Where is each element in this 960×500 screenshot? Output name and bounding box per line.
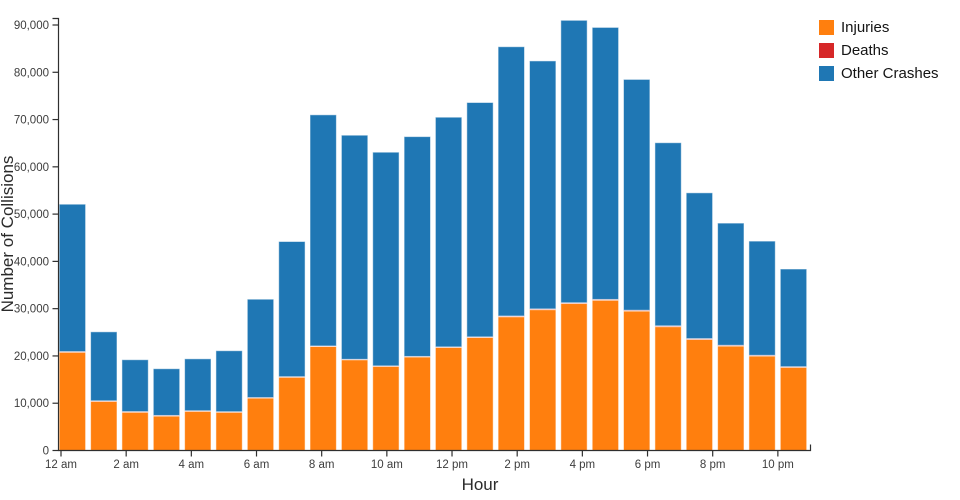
y-tick-0: 0 (43, 446, 49, 458)
x-tick-8am: 8 am (309, 459, 335, 471)
x-tick-6pm: 6 pm (635, 459, 661, 471)
y-axis-title: Number of Collisions (0, 156, 17, 313)
bar-segment-injuries-6am (246, 397, 275, 451)
bar-segment-other-crashes-12am (58, 203, 87, 353)
legend-item-other-crashes[interactable]: Other Crashes (819, 66, 939, 81)
y-tick-10,000: 10,000 (14, 398, 49, 410)
bar-segment-injuries-8am (309, 346, 337, 452)
bar-segment-other-crashes-11am (403, 136, 432, 357)
bar-segment-other-crashes-2am (121, 359, 149, 413)
bar-segment-other-crashes-4pm (560, 19, 588, 304)
x-axis-title: Hour (462, 475, 499, 494)
bar-segment-injuries-7am (278, 376, 306, 451)
bar-segment-other-crashes-8am (309, 114, 337, 347)
bar-segment-other-crashes-12pm (434, 116, 463, 348)
bar-segment-other-crashes-6am (246, 298, 275, 399)
bar-segment-injuries-5pm (591, 299, 620, 452)
bar-segment-injuries-1pm (466, 337, 494, 451)
legend-item-injuries[interactable]: Injuries (819, 20, 939, 35)
x-tick-12pm: 12 pm (436, 459, 468, 471)
x-tick-10pm: 10 pm (762, 459, 794, 471)
bar-segment-other-crashes-9pm (717, 222, 745, 346)
bar-segment-other-crashes-4am (184, 358, 212, 412)
bar-segment-other-crashes-9am (340, 134, 369, 360)
bar-segment-other-crashes-1pm (466, 102, 494, 338)
bar-segment-other-crashes-1am (90, 331, 118, 402)
legend: Injuries Deaths Other Crashes (819, 20, 939, 81)
bar-segment-injuries-4pm (560, 303, 588, 452)
legend-label-other-crashes: Other Crashes (841, 65, 939, 82)
y-tick-30,000: 30,000 (14, 304, 49, 316)
bar-segment-other-crashes-2pm (497, 46, 526, 317)
bar-segment-injuries-3pm (529, 309, 557, 451)
legend-label-injuries: Injuries (841, 19, 890, 36)
bar-segment-other-crashes-7am (278, 241, 306, 378)
bar-segment-injuries-7pm (654, 326, 682, 451)
y-tick-70,000: 70,000 (14, 115, 49, 127)
other-crashes-swatch-icon (819, 66, 834, 81)
x-tick-10am: 10 am (371, 459, 403, 471)
bar-segment-other-crashes-5am (215, 350, 243, 413)
bar-segment-injuries-3am (152, 415, 181, 452)
bar-segment-injuries-11am (403, 356, 432, 452)
bar-segment-injuries-4am (184, 410, 212, 452)
bar-segment-other-crashes-10am (372, 151, 400, 367)
bar-segment-injuries-8pm (685, 338, 714, 451)
bar-segment-other-crashes-3am (152, 368, 181, 416)
injuries-swatch-icon (819, 20, 834, 35)
bar-segment-injuries-2pm (497, 316, 526, 452)
bar-segment-injuries-10am (372, 365, 400, 451)
bar-segment-injuries-6pm (623, 310, 651, 451)
y-tick-60,000: 60,000 (14, 162, 49, 174)
x-tick-4am: 4 am (179, 459, 205, 471)
bar-segment-other-crashes-11pm (779, 268, 808, 368)
bar-segment-injuries-12pm (434, 346, 463, 451)
bar-segment-injuries-5am (215, 411, 243, 452)
x-tick-6am: 6 am (244, 459, 270, 471)
bar-segment-other-crashes-8pm (685, 192, 714, 340)
x-tick-12am: 12 am (45, 459, 77, 471)
y-tick-20,000: 20,000 (14, 351, 49, 363)
bar-segment-injuries-2am (121, 411, 149, 452)
x-tick-4pm: 4 pm (570, 459, 596, 471)
x-tick-8pm: 8 pm (700, 459, 726, 471)
bar-segment-other-crashes-5pm (591, 26, 620, 300)
bar-segment-other-crashes-10pm (748, 240, 776, 356)
bar-segment-other-crashes-7pm (654, 142, 682, 327)
bar-segment-injuries-1am (90, 400, 118, 451)
bar-segment-injuries-9am (340, 359, 369, 451)
bars-layer (58, 19, 808, 452)
y-tick-90,000: 90,000 (14, 20, 49, 32)
legend-item-deaths[interactable]: Deaths (819, 43, 939, 58)
bar-segment-injuries-10pm (748, 355, 776, 451)
y-tick-40,000: 40,000 (14, 256, 49, 268)
bar-segment-injuries-9pm (717, 345, 745, 451)
axes-layer: 0 10,000 20,000 30,000 40,000 50,000 60,000 70,… (14, 17, 812, 471)
y-tick-80,000: 80,000 (14, 67, 49, 79)
x-tick-2pm: 2 pm (504, 459, 530, 471)
bar-segment-injuries-11pm (779, 366, 808, 452)
bar-segment-other-crashes-3pm (529, 60, 557, 310)
y-tick-50,000: 50,000 (14, 209, 49, 221)
x-tick-2am: 2 am (113, 459, 139, 471)
legend-label-deaths: Deaths (841, 42, 889, 59)
bar-segment-injuries-12am (58, 351, 87, 452)
bar-segment-other-crashes-6pm (623, 78, 651, 311)
deaths-swatch-icon (819, 43, 834, 58)
